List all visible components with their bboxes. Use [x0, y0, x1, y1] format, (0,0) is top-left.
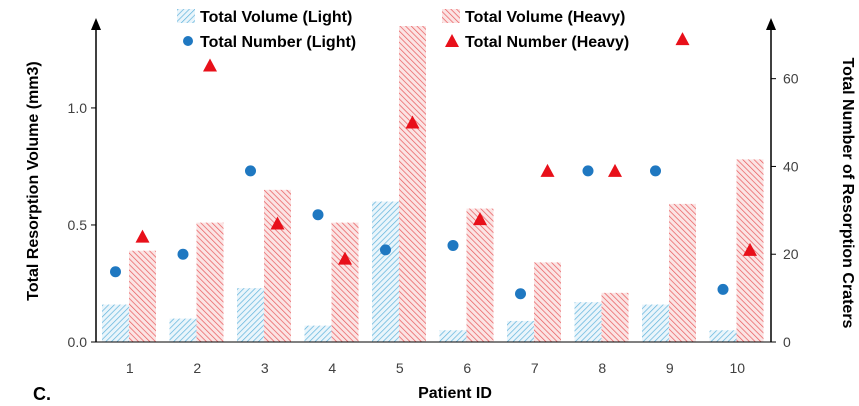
legend-label-heavy-number: Total Number (Heavy): [465, 34, 629, 51]
legend-label-light-volume: Total Volume (Light): [200, 9, 352, 26]
marker-light-number-7: [515, 288, 526, 300]
bar-light-volume-10: [709, 330, 737, 342]
bar-light-volume-5: [372, 201, 399, 342]
x-tick-label: 6: [463, 360, 471, 376]
bar-heavy-volume-4: [331, 222, 359, 342]
y-tick-label: 0.0: [68, 334, 88, 350]
bar-light-volume-8: [574, 302, 602, 342]
bar-light-volume-6: [439, 330, 467, 342]
x-tick-label: 9: [666, 360, 674, 376]
marker-heavy-number-10: [743, 242, 757, 256]
legend: Total Volume (Light) Total Volume (Heavy…: [177, 9, 629, 51]
right-axis: [766, 18, 776, 342]
legend-marker-heavy-number: [445, 34, 459, 47]
marker-heavy-number-1: [135, 229, 150, 243]
y2-axis-title: Total Number of Resorption Craters: [839, 58, 856, 329]
y2-tick-label: 40: [783, 158, 799, 174]
marker-heavy-number-9: [675, 32, 690, 46]
marker-light-number-8: [582, 165, 594, 177]
bar-light-volume-3: [237, 288, 264, 342]
legend-swatch-light-volume: [177, 9, 195, 23]
x-tick-label: 4: [328, 360, 336, 376]
marker-light-number-9: [650, 165, 661, 177]
marker-heavy-number-6: [473, 212, 487, 226]
y2-ticks: 0 20 40 60: [771, 71, 799, 350]
bar-heavy-volume-6: [466, 208, 494, 342]
bar-light-volume-2: [169, 318, 197, 342]
marker-heavy-number-8: [608, 163, 622, 177]
y-axis-title: Total Resorption Volume (mm3): [25, 61, 42, 300]
bars-layer: [102, 26, 764, 342]
legend-entry-heavy-number: Total Number (Heavy): [445, 34, 629, 51]
bar-heavy-volume-2: [196, 222, 224, 342]
y2-tick-label: 0: [783, 334, 791, 350]
marker-light-number-5: [380, 244, 391, 256]
bar-light-volume-7: [507, 320, 534, 342]
legend-label-light-number: Total Number (Light): [200, 34, 356, 51]
panel-label: C.: [33, 384, 51, 404]
markers-layer: [110, 32, 757, 300]
bar-heavy-volume-1: [129, 250, 156, 342]
y2-tick-label: 20: [783, 246, 799, 262]
x-tick-label: 2: [193, 360, 201, 376]
bar-light-volume-4: [304, 325, 332, 342]
x-tick-label: 1: [126, 360, 134, 376]
legend-entry-light-volume: Total Volume (Light): [177, 9, 352, 26]
legend-label-heavy-volume: Total Volume (Heavy): [465, 9, 625, 26]
bar-heavy-volume-7: [534, 262, 561, 342]
bar-light-volume-1: [102, 304, 129, 342]
marker-light-number-2: [177, 248, 189, 260]
legend-marker-light-number: [183, 36, 193, 46]
bar-heavy-volume-5: [399, 26, 426, 342]
x-tick-label: 3: [261, 360, 269, 376]
bar-heavy-volume-3: [264, 189, 291, 342]
y-tick-label: 0.5: [68, 217, 88, 233]
y-tick-label: 1.0: [68, 100, 88, 116]
x-axis-title: Patient ID: [418, 385, 492, 402]
bar-heavy-volume-8: [601, 292, 629, 342]
x-tick-label: 5: [396, 360, 404, 376]
bar-light-volume-9: [642, 304, 669, 342]
x-tick-label: 8: [598, 360, 606, 376]
x-tick-label: 7: [531, 360, 539, 376]
marker-heavy-number-7: [540, 163, 555, 177]
marker-light-number-4: [312, 209, 324, 221]
y-ticks: 0.0 0.5 1.0: [68, 100, 96, 350]
legend-entry-light-number: Total Number (Light): [183, 34, 356, 51]
bar-heavy-volume-9: [669, 203, 696, 342]
y2-tick-label: 60: [783, 71, 799, 87]
marker-light-number-10: [717, 283, 729, 295]
legend-swatch-heavy-volume: [442, 9, 460, 23]
marker-light-number-6: [447, 239, 459, 251]
left-axis: [91, 18, 101, 342]
marker-light-number-1: [110, 266, 121, 278]
x-tick-label: 10: [729, 360, 745, 376]
marker-heavy-number-4: [338, 251, 352, 265]
legend-entry-heavy-volume: Total Volume (Heavy): [442, 9, 625, 26]
marker-heavy-number-2: [203, 58, 217, 72]
marker-light-number-3: [245, 165, 256, 177]
x-ticks: 1 2 3 4 5 6 7 8 9 10: [126, 360, 745, 376]
marker-heavy-number-3: [270, 216, 285, 230]
marker-heavy-number-5: [405, 115, 420, 129]
